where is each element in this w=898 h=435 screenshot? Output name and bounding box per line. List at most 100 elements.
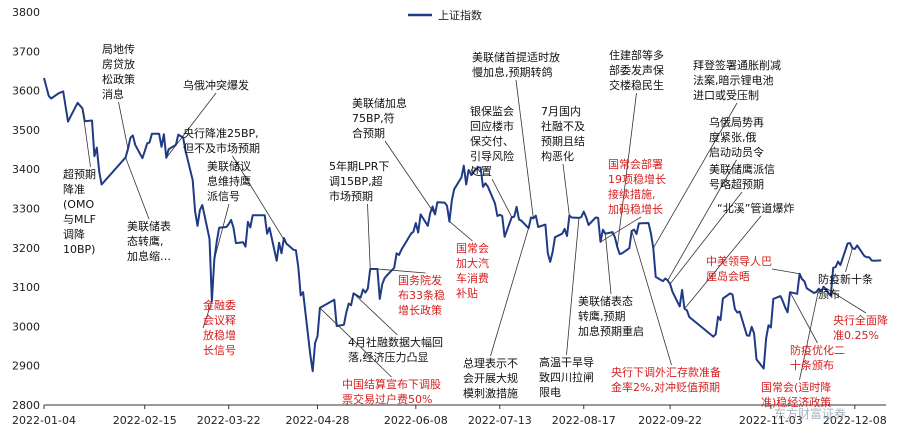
y-tick-label: 3400 [12,163,40,176]
annotation-leader [562,163,570,216]
annotation-line: 增长政策 [398,303,442,317]
annotation: 乌俄冲突爆发 [183,78,249,92]
annotation-line: 中国结算宣布下调股 [342,377,441,391]
annotation-line: 颁布 [818,287,840,301]
annotation-line: 拜登签署通胀削减 [693,58,781,72]
annotation-line: 部委发声保 [609,63,664,77]
annotation-leader [789,292,818,344]
annotation-line: 加码稳增长 [608,202,663,216]
annotation-line: 央行全面降 [833,313,888,327]
annotation-line: 进口或受压制 [693,89,759,102]
annotation-line: 75BP,符 [352,112,395,125]
annotation-line: 市场预期 [329,189,373,203]
annotation-line: 美联储议 [207,159,251,173]
annotation-line: 金融委 [203,298,236,312]
annotation-line: 乌俄局势再 [709,115,764,129]
annotation-leader [631,230,672,366]
annotation-leader [377,268,426,274]
annotation-line: 美联储表态 [578,294,633,308]
y-tick-label: 3700 [12,45,40,58]
annotation-line: 法案,暗示锂电池 [693,73,774,87]
annotation-leaders [81,79,867,381]
annotation-leader [202,301,213,329]
y-tick-label: 3800 [12,6,40,19]
annotation-line: 松政策 [102,72,135,86]
annotation: 央行降准25BP,但不及市场预期 [183,126,260,155]
annotation-leader [491,178,513,218]
annotation-line: 转鹰,预期 [578,309,626,323]
annotation-line: 消息 [102,87,124,101]
series-line [43,77,882,373]
annotation-leader [490,228,529,357]
annotation-leader [319,307,392,378]
y-tick-label: 2800 [12,399,40,412]
y-tick-label: 3200 [12,242,40,255]
annotation-line: 启动动员令 [709,145,764,159]
annotation-leader [449,221,473,242]
y-tick-label: 3600 [12,85,40,98]
annotation-leader [566,217,580,356]
annotation-line: “北溪”管道爆炸 [717,201,794,215]
annotation-leader [771,268,800,275]
annotation-line: 银保监会 [470,104,514,118]
x-axis-ticks: 2022-01-04 2022-02-15 2022-03-22 2022-04-28… [12,405,887,427]
annotation-line: 加息预期重启 [578,324,644,338]
annotation-leader [81,108,91,168]
watermark-text: 东方财富证券 [774,406,846,421]
x-tick-label: 2022-06-08 [384,414,448,427]
annotation-line: 厘岛会晤 [706,269,750,283]
annotation-leader [823,286,867,314]
x-tick-label: 2022-09-22 [638,414,702,427]
annotation-line: 车消费 [456,271,489,285]
annotation-line: 补贴 [456,286,478,300]
x-tick-label: 2022-08-17 [552,414,616,427]
annotation-line: 金率2%,对冲贬值预期 [611,380,720,394]
annotation-line: 模刺激措施 [463,386,518,400]
annotation-line: 放稳增 [203,328,236,342]
annotation-line: 4月社融数据大幅回 [348,335,443,349]
legend-label: 上证指数 [438,8,482,22]
y-tick-label: 3000 [12,320,40,333]
annotation-line: 美联储鹰派信 [709,162,775,176]
annotation-line: 加息缩… [127,249,171,263]
annotation-line: 乌俄冲突爆发 [183,78,249,92]
annotation-line: 调15BP,超 [329,174,383,188]
annotation-line: 住建部等多 [609,48,664,62]
annotation-line: 度紧张,俄 [709,130,757,144]
annotation-line: 长信号 [203,344,236,357]
annotation-line: 社融不及 [541,119,585,133]
annotation-line: 超预期 [63,167,96,181]
legend: 上证指数 [408,8,482,22]
annotation-line: 但不及市场预期 [183,141,260,155]
annotation-line: 慢加息,预期转鸽 [472,65,553,79]
annotation-line: 国常会(适时降 [761,380,831,394]
annotation-leader [213,203,230,260]
annotation-line: 总理表示不 [463,356,518,370]
annotation-leader [616,92,637,248]
x-tick-label: 2022-02-15 [113,414,177,427]
annotation-line: 接续措施, [608,187,656,201]
annotation-line: 息维持鹰 [207,174,251,188]
annotation-line: 票交易过户费50% [342,392,432,406]
annotation-line: 降准 [63,182,85,196]
annotation-line: 国常会 [456,242,489,255]
annotation-line: 布33条稳 [398,288,445,302]
x-tick-label: 2022-07-13 [468,414,532,427]
y-tick-label: 3100 [12,281,40,294]
annotation-line: 房贷放 [102,57,135,71]
annotation-leader [799,288,820,381]
